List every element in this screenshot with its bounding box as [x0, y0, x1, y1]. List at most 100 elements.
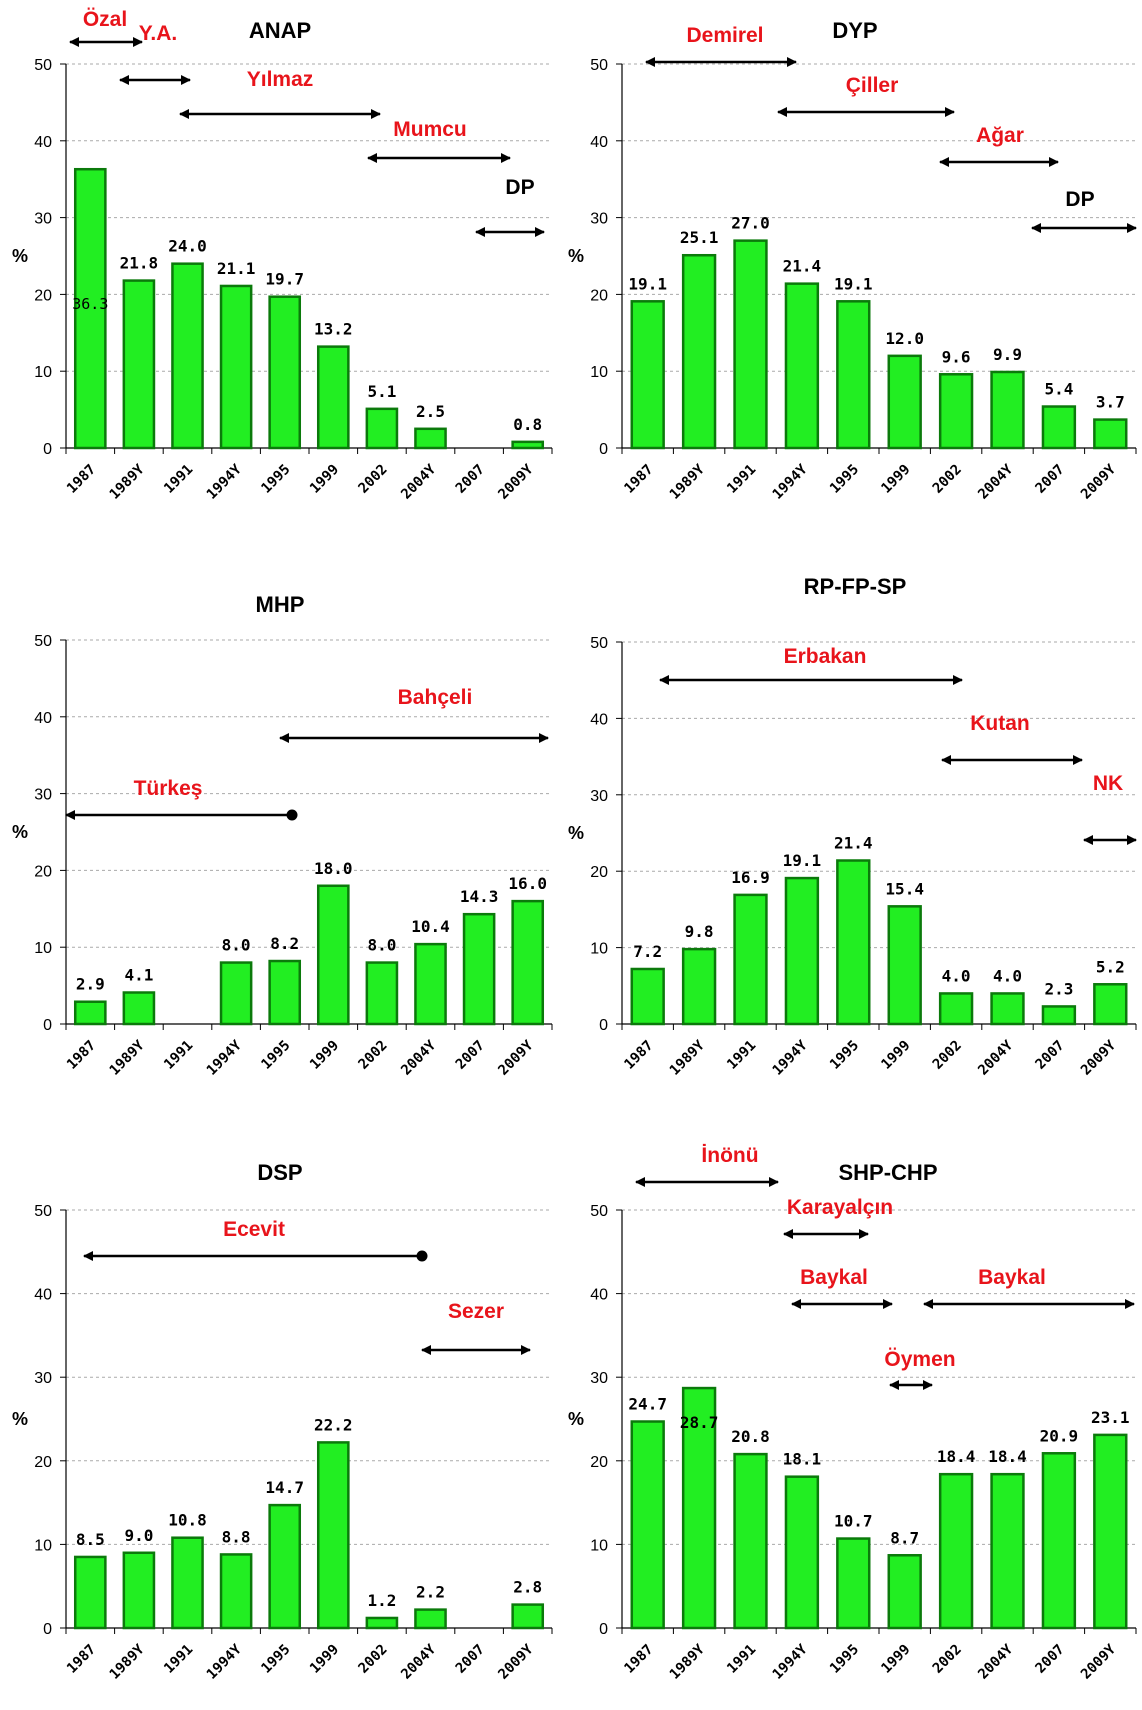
bar-2004Y: [414, 427, 447, 450]
bar-1995: [836, 1537, 871, 1630]
y-tick-label: 40: [590, 711, 608, 728]
bar-1995: [836, 300, 871, 450]
data-label: 23.1: [1091, 1408, 1130, 1427]
x-tick-label: 1987: [64, 1038, 99, 1073]
y-axis-label: %: [568, 246, 584, 266]
bar-2004Y: [990, 370, 1025, 450]
bar-1987: [630, 1420, 665, 1630]
y-tick-label: 30: [34, 787, 52, 804]
x-tick-label: 1991: [161, 462, 196, 497]
bar-1989Y: [681, 253, 717, 450]
data-label: 18.0: [314, 859, 353, 878]
leader-name: Baykal: [800, 1266, 868, 1289]
y-tick-label: 0: [599, 441, 608, 458]
bar-2004Y: [990, 1472, 1025, 1630]
data-label: 12.0: [885, 329, 924, 348]
chart-panel-dyp: DYP 0 10 20 30 40 50% 1987 19.1 1989Y 25.1 1991 27.0…: [568, 18, 1137, 503]
bar-1991: [733, 239, 768, 450]
bar-1991: [171, 262, 204, 450]
data-label: 16.0: [508, 874, 547, 893]
x-tick-label: 2002: [930, 462, 965, 497]
data-label: 19.1: [628, 274, 667, 293]
data-label: 5.2: [1096, 957, 1125, 976]
x-tick-label: 1987: [64, 462, 99, 497]
data-label: 7.2: [633, 942, 662, 961]
y-tick-label: 0: [43, 1621, 52, 1638]
x-tick-label: 2009Y: [495, 461, 537, 503]
bar-1994Y: [219, 961, 253, 1026]
y-tick-label: 40: [590, 134, 608, 151]
bar-1991: [733, 893, 768, 1026]
y-tick-label: 20: [590, 864, 608, 881]
data-label: 19.7: [265, 270, 304, 289]
leader-name: Y.A.: [139, 22, 178, 45]
y-tick-label: 10: [34, 1537, 52, 1554]
data-label: 9.6: [942, 347, 971, 366]
data-label: 13.2: [314, 320, 353, 339]
x-tick-label: 2007: [1033, 1038, 1068, 1073]
x-tick-label: 1999: [307, 462, 342, 497]
y-tick-label: 20: [590, 287, 608, 304]
bar-1987: [630, 967, 665, 1026]
x-tick-label: 2009Y: [495, 1037, 537, 1079]
data-label: 18.1: [783, 1450, 822, 1469]
x-tick-label: 1999: [878, 462, 913, 497]
data-label: 27.0: [731, 214, 770, 233]
x-tick-label: 1987: [621, 1642, 656, 1677]
bar-1999: [887, 354, 922, 450]
data-label: 18.4: [937, 1447, 976, 1466]
data-label: 22.2: [314, 1415, 353, 1434]
bar-2002: [938, 1472, 974, 1630]
x-tick-label: 1987: [621, 462, 656, 497]
x-tick-label: 2009Y: [1078, 1037, 1120, 1079]
leader-name: Ağar: [976, 124, 1024, 147]
y-tick-label: 50: [34, 633, 52, 650]
chart-title: SHP-CHP: [838, 1160, 937, 1185]
y-tick-label: 30: [590, 211, 608, 228]
data-label: 8.0: [222, 936, 251, 955]
leader-name: Baykal: [978, 1266, 1046, 1289]
data-label: 9.0: [124, 1526, 153, 1545]
data-label: 36.3: [72, 295, 108, 313]
data-label: 3.7: [1096, 393, 1125, 412]
bar-2002: [365, 1616, 399, 1630]
y-axis-label: %: [12, 246, 28, 266]
x-tick-label: 2007: [1033, 1642, 1068, 1677]
x-tick-label: 2002: [930, 1038, 965, 1073]
y-tick-label: 10: [590, 1537, 608, 1554]
chart-title: DSP: [257, 1160, 302, 1185]
bar-1999: [316, 1441, 350, 1630]
leader-name: Bahçeli: [398, 686, 473, 709]
bar-1999: [887, 905, 922, 1026]
y-tick-label: 0: [43, 441, 52, 458]
leader-name: NK: [1093, 772, 1123, 795]
data-label: 2.5: [416, 402, 445, 421]
y-tick-label: 40: [590, 1287, 608, 1304]
bar-2009Y: [511, 1603, 545, 1630]
bar-2007: [1041, 1452, 1077, 1630]
chart-title: MHP: [256, 592, 305, 617]
data-label: 25.1: [680, 228, 719, 247]
y-tick-label: 50: [34, 1203, 52, 1220]
leader-name: Yılmaz: [247, 68, 314, 91]
bar-2009Y: [1093, 983, 1128, 1026]
y-tick-label: 50: [590, 57, 608, 74]
y-tick-label: 50: [590, 635, 608, 652]
x-tick-label: 1989Y: [667, 461, 709, 503]
chart-panel-rp-fp-sp: RP-FP-SP 0 10 20 30 40 50% 1987 7.2 1989Y 9.8 1991 1…: [568, 574, 1137, 1079]
x-tick-label: 2002: [930, 1642, 965, 1677]
x-tick-label: 2002: [356, 462, 391, 497]
bar-2007: [1041, 1005, 1077, 1026]
y-tick-label: 30: [590, 788, 608, 805]
x-tick-label: 1989Y: [107, 1641, 149, 1683]
bar-1995: [268, 1503, 302, 1630]
y-tick-label: 20: [34, 287, 52, 304]
chart-panel-dsp: DSP 0 10 20 30 40 50% 1987 8.5 1989Y 9.0 1991 10.8 19…: [12, 1160, 553, 1683]
x-tick-label: 2004Y: [398, 1641, 440, 1683]
data-label: 2.3: [1044, 979, 1073, 998]
data-label: 10.8: [168, 1511, 207, 1530]
x-tick-label: 2009Y: [1078, 461, 1120, 503]
data-label: 28.7: [680, 1413, 719, 1432]
x-tick-label: 2004Y: [975, 1037, 1017, 1079]
bar-1999: [316, 345, 350, 450]
